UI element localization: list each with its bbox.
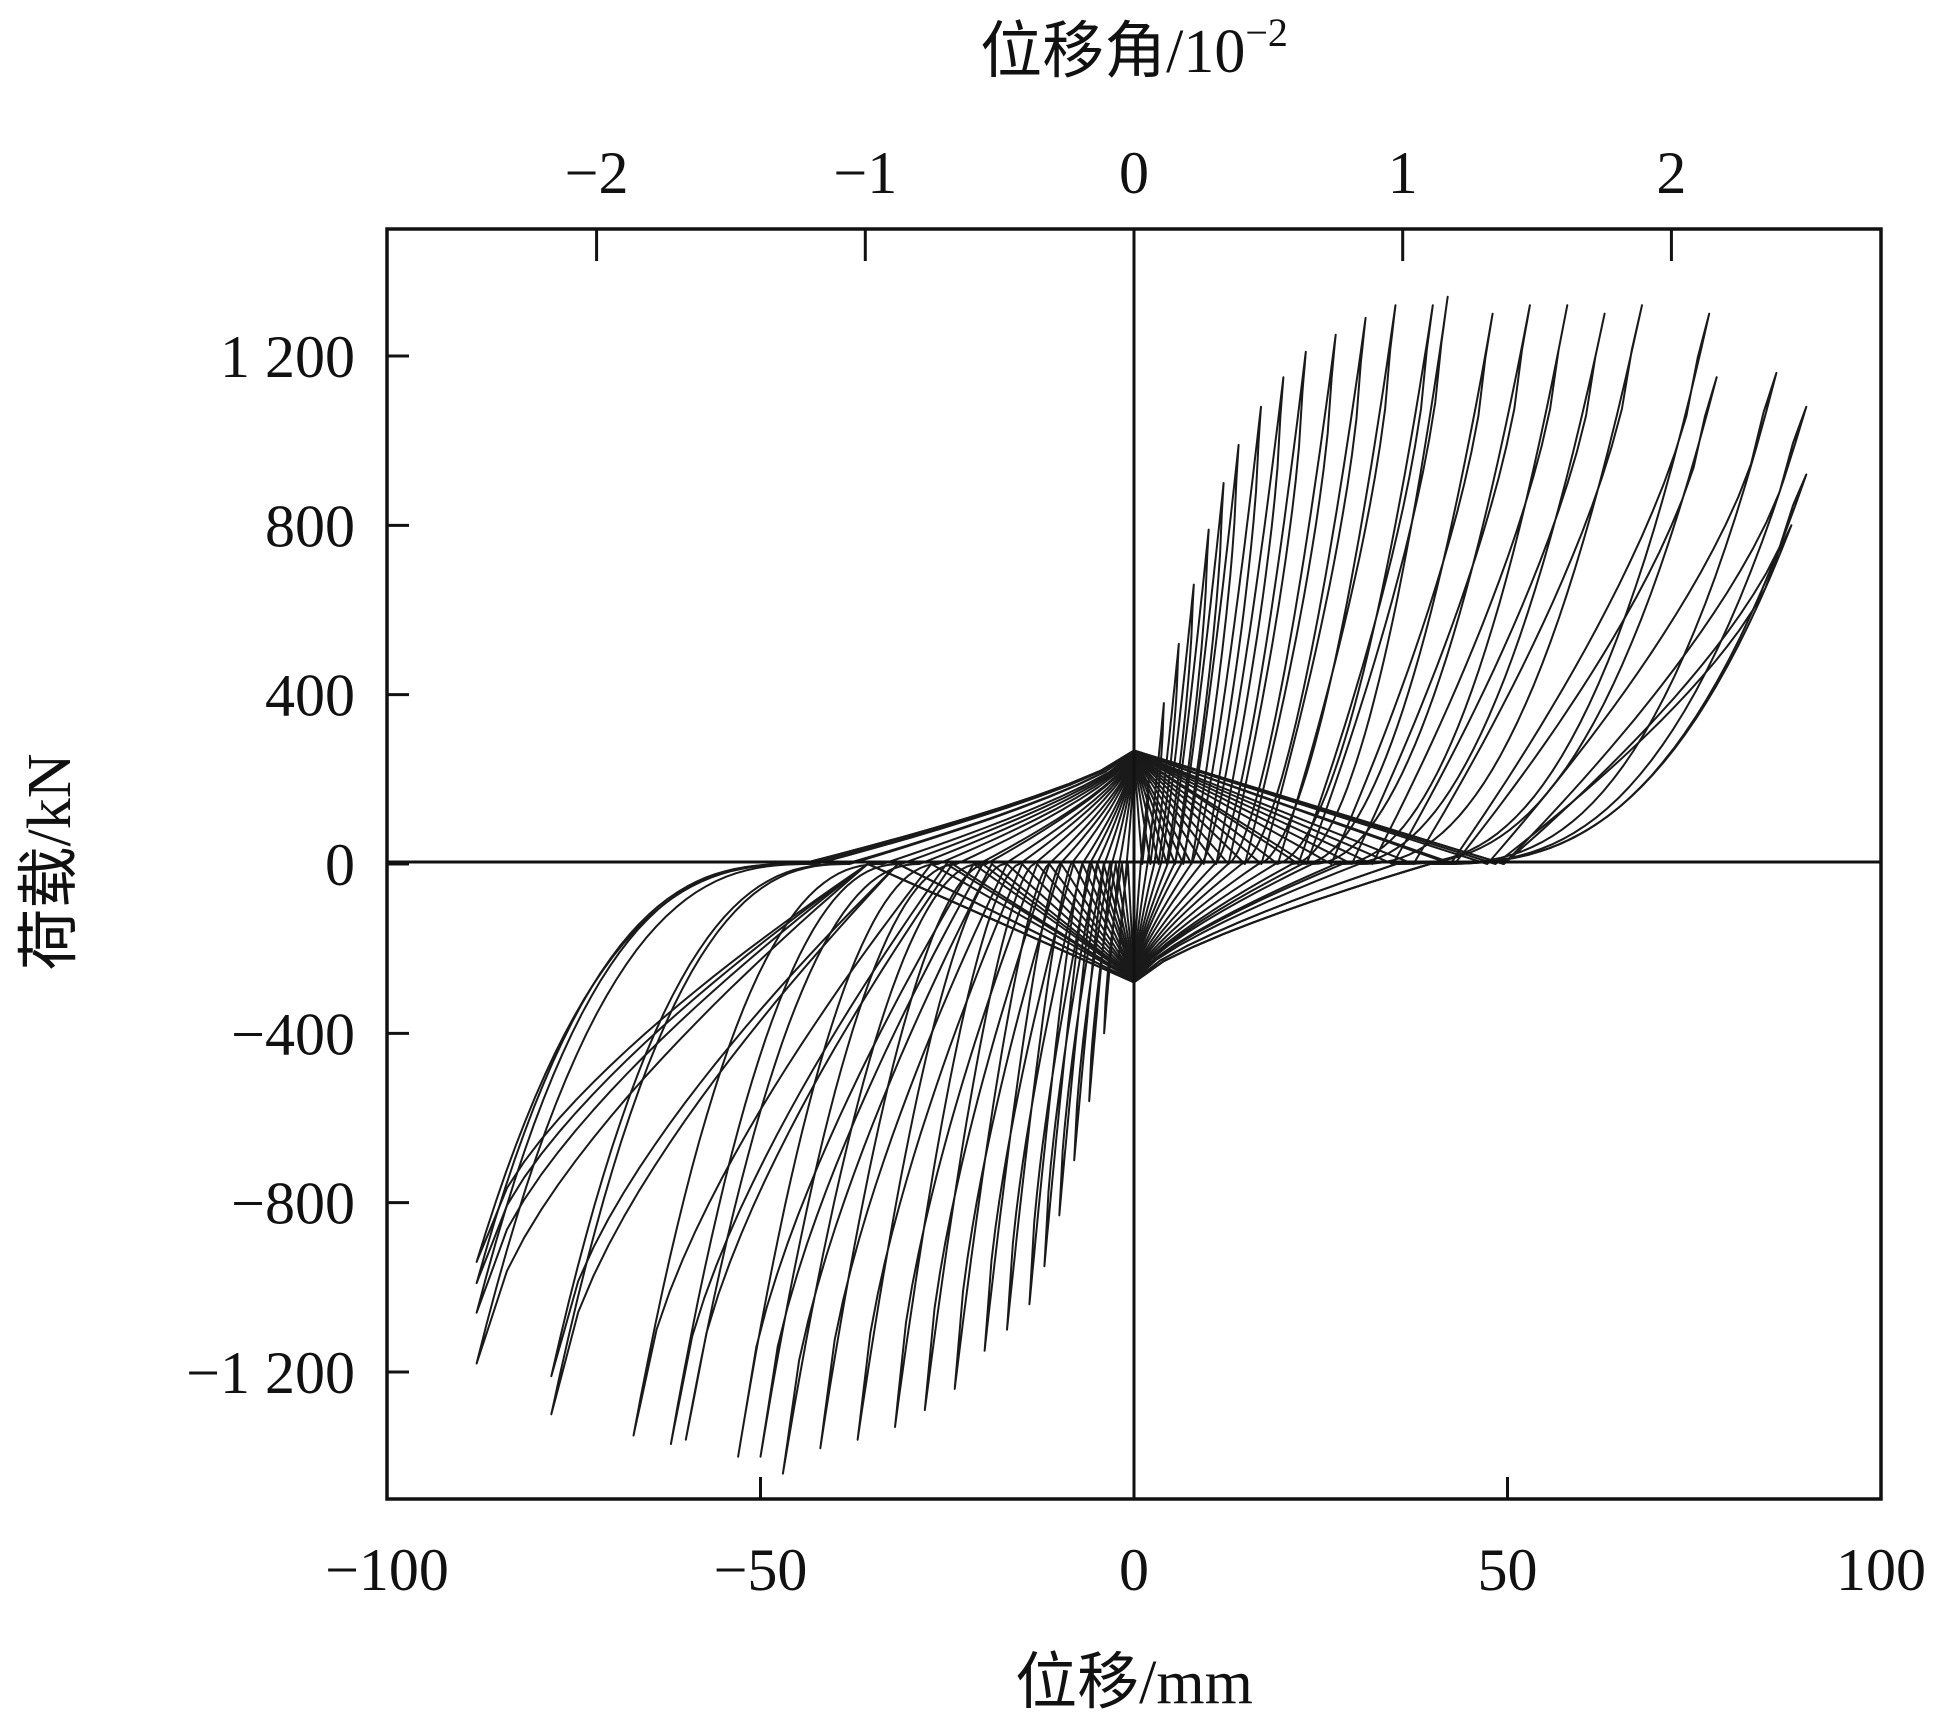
hysteresis-loop-15: [759, 312, 1494, 1458]
x-tick-label-1: −50: [714, 1537, 808, 1603]
y-tick-label-6: −1 200: [186, 1340, 355, 1406]
y-axis: 1 200 800 400 0 −400 −800 −1 200: [186, 324, 409, 1406]
top-x-axis-label: 位移角/10−2: [980, 10, 1288, 86]
x-tick-label-2: 0: [1119, 1537, 1149, 1603]
hysteresis-loop-19: [632, 304, 1643, 1437]
top-x-tick-label-4: 2: [1656, 140, 1686, 206]
y-tick-label-4: −400: [231, 1001, 355, 1067]
x-axis: −100 −50 0 50 100: [325, 1477, 1926, 1603]
top-x-tick-label-1: −1: [833, 140, 897, 206]
top-x-axis: −2 −1 0 1 2: [565, 140, 1686, 261]
y-tick-label-5: −800: [231, 1171, 355, 1237]
top-x-axis-label-base: 位移角/10: [980, 18, 1245, 86]
x-tick-label-0: −100: [325, 1537, 449, 1603]
y-tick-label-0: 1 200: [220, 324, 355, 390]
x-tick-label-4: 100: [1836, 1537, 1926, 1603]
top-x-tick-label-3: 1: [1388, 140, 1418, 206]
top-x-axis-label-exponent: −2: [1245, 10, 1288, 55]
y-tick-label-2: 400: [265, 663, 355, 729]
y-tick-label-1: 800: [265, 493, 355, 559]
top-x-tick-label-2: 0: [1119, 140, 1149, 206]
x-tick-label-3: 50: [1478, 1537, 1538, 1603]
hysteresis-curves: [475, 295, 1808, 1475]
hysteresis-loop-24: [475, 473, 1808, 1285]
y-axis-label: 荷载/kN: [16, 753, 84, 970]
x-axis-label: 位移/mm: [1015, 1649, 1253, 1717]
y-tick-label-3: 0: [325, 832, 355, 898]
top-x-tick-label-0: −2: [565, 140, 629, 206]
hysteresis-loop-9: [953, 350, 1307, 1390]
